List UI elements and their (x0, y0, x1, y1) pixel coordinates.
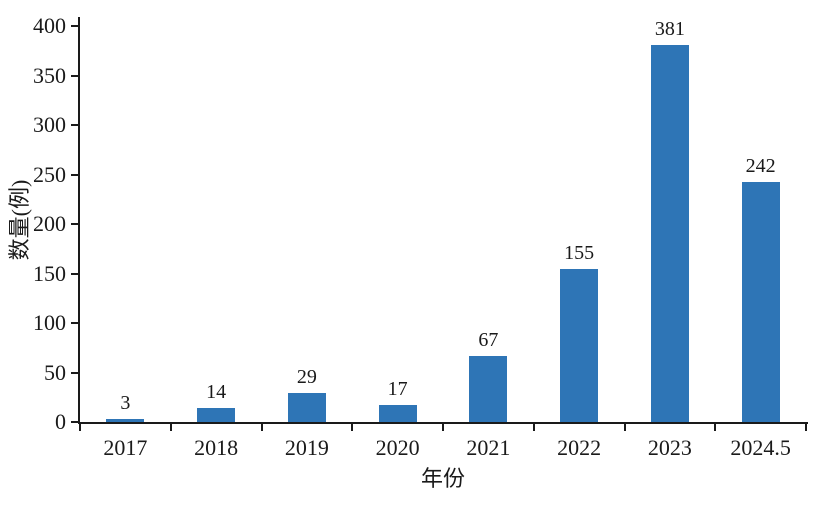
y-tick-label: 350 (33, 62, 66, 88)
y-tick-label: 0 (55, 409, 66, 434)
y-tick-label: 250 (33, 161, 66, 187)
bar-value-label: 3 (120, 392, 131, 415)
x-tick-label: 2022 (557, 435, 602, 460)
y-tick-mark (71, 25, 78, 27)
x-tick-mark (79, 424, 81, 431)
bar-value-label: 29 (296, 366, 317, 389)
bar-2023 (650, 44, 689, 422)
y-tick-mark (71, 173, 78, 176)
x-tick-label: 2023 (647, 435, 692, 460)
y-tick-mark (71, 223, 78, 225)
bar-2019 (287, 393, 326, 422)
x-tick-mark (714, 424, 717, 431)
x-tick-label: 2018 (194, 435, 239, 460)
x-tick-mark (169, 424, 172, 431)
bar-value-label: 17 (387, 378, 408, 401)
bar-2022 (560, 268, 599, 422)
y-tick-mark (71, 74, 78, 77)
x-tick-label: 2017 (103, 435, 148, 460)
y-tick-mark (71, 322, 78, 324)
y-axis-line (78, 17, 80, 424)
y-tick-mark (71, 421, 78, 423)
y-tick-label: 100 (33, 310, 66, 335)
x-tick-mark (351, 424, 354, 431)
y-tick-mark (71, 272, 78, 275)
bar-value-label: 155 (564, 241, 595, 264)
plot-area: 0 50 100 150 200 250 300 350 400 3 2017 14 2018 29 20… (33, 14, 808, 460)
y-tick-label: 150 (33, 260, 66, 286)
x-tick-mark (260, 424, 263, 431)
bar-value-label: 242 (745, 155, 776, 178)
x-axis-line (78, 422, 808, 424)
bar-2018 (197, 408, 236, 422)
bar-2024.5 (741, 182, 780, 422)
x-tick-label: 2019 (284, 435, 329, 460)
y-tick-label: 50 (44, 359, 66, 385)
y-tick-label: 400 (33, 13, 66, 38)
x-tick-label: 2020 (375, 435, 420, 460)
y-tick-label: 300 (33, 112, 66, 137)
bar-value-label: 14 (206, 381, 227, 404)
bar-value-label: 67 (478, 328, 499, 351)
bar-value-label: 381 (654, 17, 685, 40)
x-tick-label: 2021 (466, 435, 511, 460)
x-tick-mark (623, 424, 626, 431)
x-axis-title: 年份 (420, 466, 465, 491)
bar-2021 (469, 355, 508, 422)
bar-2017 (106, 419, 145, 422)
y-tick-label: 200 (33, 211, 66, 236)
bar-2020 (378, 405, 417, 422)
x-tick-mark (805, 424, 807, 431)
x-tick-mark (532, 424, 535, 431)
x-tick-label: 2024.5 (730, 435, 791, 460)
y-tick-mark (71, 124, 78, 126)
y-tick-mark (71, 371, 78, 374)
x-tick-mark (442, 424, 444, 431)
